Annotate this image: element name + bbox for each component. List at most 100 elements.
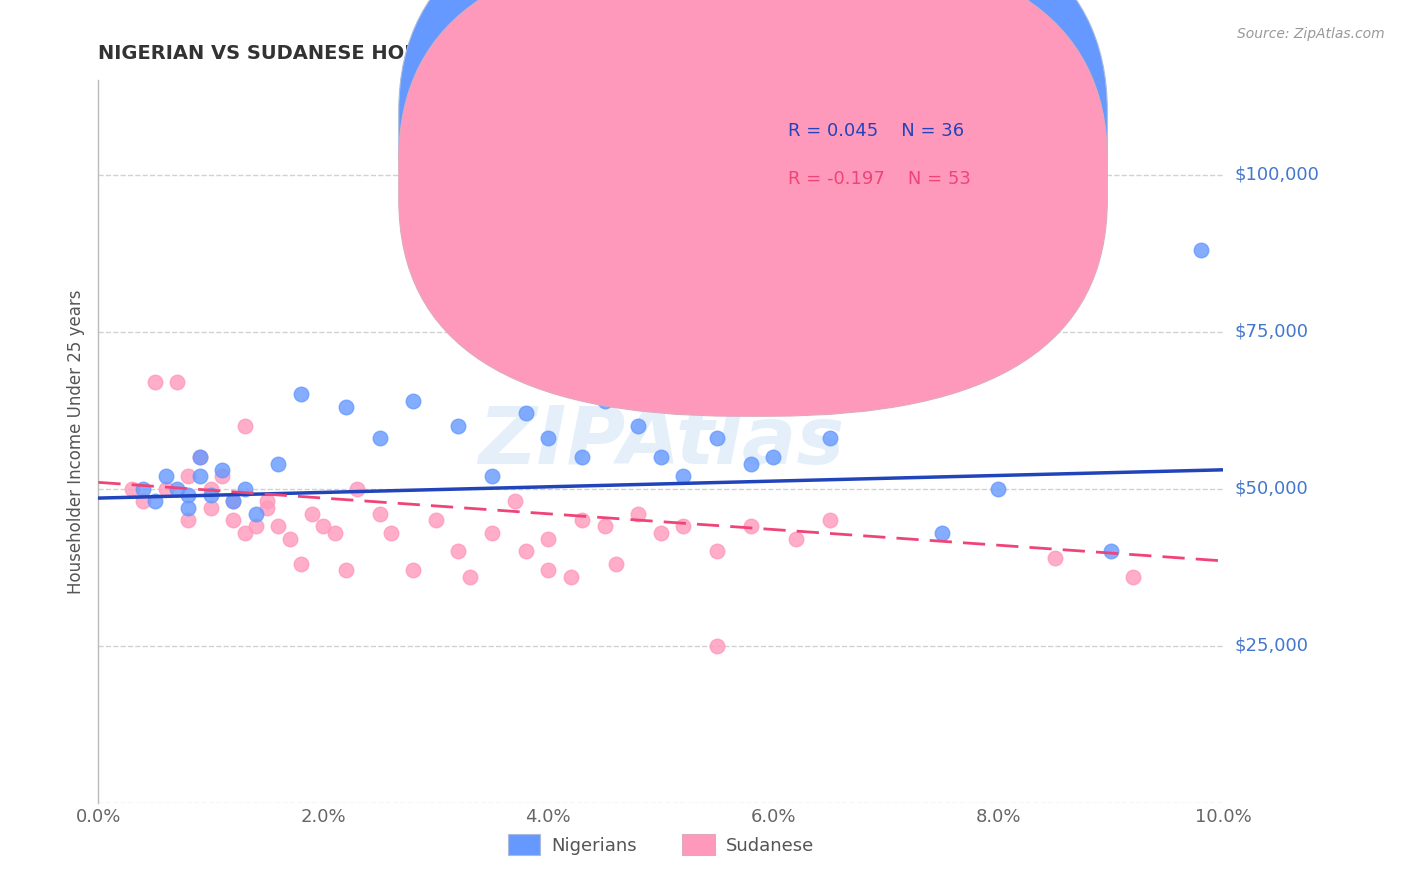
Point: [447, 418, 470, 433]
Point: [593, 519, 616, 533]
Point: [380, 525, 402, 540]
Point: [233, 482, 256, 496]
Point: [222, 513, 245, 527]
Point: [200, 488, 222, 502]
Point: [537, 532, 560, 546]
Point: [605, 557, 627, 571]
Point: [211, 463, 233, 477]
Point: [278, 532, 301, 546]
Point: [515, 406, 537, 420]
Point: [290, 387, 312, 401]
Point: [447, 544, 470, 558]
Point: [222, 494, 245, 508]
Point: [762, 450, 785, 465]
Point: [188, 450, 211, 465]
Point: [706, 431, 728, 445]
Legend: Nigerians, Sudanese: Nigerians, Sudanese: [501, 827, 821, 863]
Point: [818, 431, 841, 445]
Point: [245, 519, 267, 533]
Point: [200, 500, 222, 515]
Point: [368, 507, 391, 521]
Point: [425, 513, 447, 527]
Point: [785, 532, 807, 546]
Point: [211, 469, 233, 483]
Point: [155, 482, 177, 496]
Point: [650, 450, 672, 465]
Point: [1099, 544, 1122, 558]
FancyBboxPatch shape: [399, 0, 1108, 368]
Point: [290, 557, 312, 571]
Point: [650, 525, 672, 540]
Point: [132, 482, 155, 496]
Point: [166, 375, 188, 389]
Point: [593, 393, 616, 408]
Point: [335, 563, 357, 577]
Point: [267, 457, 290, 471]
Point: [627, 507, 650, 521]
Point: [177, 469, 200, 483]
Point: [312, 519, 335, 533]
Point: [672, 519, 695, 533]
Point: [875, 293, 897, 308]
Text: $50,000: $50,000: [1234, 480, 1308, 498]
Point: [256, 500, 278, 515]
Point: [931, 525, 953, 540]
Point: [245, 507, 267, 521]
Point: [1043, 550, 1066, 565]
Point: [537, 431, 560, 445]
Point: [402, 393, 425, 408]
Text: $100,000: $100,000: [1234, 166, 1319, 184]
Point: [177, 513, 200, 527]
Text: NIGERIAN VS SUDANESE HOUSEHOLDER INCOME UNDER 25 YEARS CORRELATION CHART: NIGERIAN VS SUDANESE HOUSEHOLDER INCOME …: [98, 45, 1067, 63]
Point: [188, 450, 211, 465]
Point: [402, 563, 425, 577]
Point: [818, 513, 841, 527]
Point: [852, 368, 875, 383]
Text: $75,000: $75,000: [1234, 323, 1309, 341]
Point: [672, 469, 695, 483]
Point: [233, 525, 256, 540]
Point: [740, 457, 762, 471]
Point: [537, 563, 560, 577]
Point: [222, 494, 245, 508]
Point: [987, 482, 1010, 496]
Point: [323, 525, 346, 540]
Text: R = 0.045    N = 36: R = 0.045 N = 36: [787, 122, 965, 140]
Text: R = -0.197    N = 53: R = -0.197 N = 53: [787, 170, 970, 188]
Point: [740, 519, 762, 533]
Point: [177, 488, 200, 502]
Point: [143, 494, 166, 508]
Point: [560, 569, 582, 583]
Point: [188, 469, 211, 483]
FancyBboxPatch shape: [399, 0, 1108, 417]
Point: [256, 494, 278, 508]
Point: [706, 544, 728, 558]
Point: [571, 450, 593, 465]
Point: [200, 482, 222, 496]
Point: [458, 569, 481, 583]
Point: [368, 431, 391, 445]
Point: [301, 507, 323, 521]
Point: [481, 525, 503, 540]
Point: [706, 639, 728, 653]
Text: $25,000: $25,000: [1234, 637, 1309, 655]
FancyBboxPatch shape: [723, 102, 998, 207]
Point: [267, 519, 290, 533]
Y-axis label: Householder Income Under 25 years: Householder Income Under 25 years: [66, 289, 84, 594]
Point: [503, 494, 526, 508]
Point: [571, 513, 593, 527]
Point: [155, 469, 177, 483]
Point: [481, 469, 503, 483]
Point: [166, 482, 188, 496]
Point: [627, 418, 650, 433]
Text: Source: ZipAtlas.com: Source: ZipAtlas.com: [1237, 27, 1385, 41]
Point: [132, 494, 155, 508]
Text: ZIPAtlas: ZIPAtlas: [478, 402, 844, 481]
Point: [143, 375, 166, 389]
Point: [1189, 243, 1212, 257]
Point: [121, 482, 143, 496]
Point: [335, 400, 357, 414]
Point: [762, 368, 785, 383]
Point: [233, 418, 256, 433]
Point: [177, 500, 200, 515]
